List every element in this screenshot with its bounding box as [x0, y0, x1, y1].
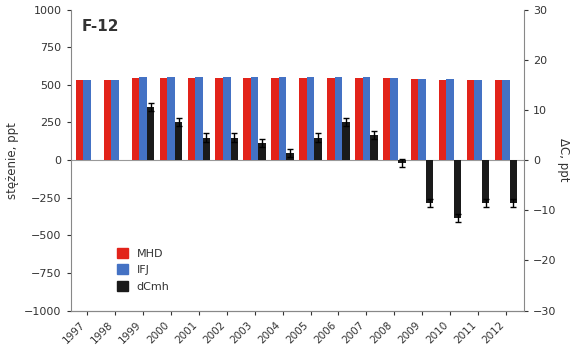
- Bar: [203, 138, 210, 160]
- Bar: [160, 78, 167, 160]
- Bar: [271, 78, 279, 160]
- Bar: [307, 77, 314, 160]
- Y-axis label: stężenie, ppt: stężenie, ppt: [6, 122, 18, 199]
- Bar: [482, 160, 489, 203]
- Bar: [111, 80, 119, 160]
- Bar: [355, 78, 362, 160]
- Bar: [495, 80, 502, 160]
- Bar: [474, 80, 482, 160]
- Bar: [223, 77, 230, 160]
- Bar: [251, 77, 259, 160]
- Bar: [167, 77, 175, 160]
- Legend: MHD, IFJ, dCmh: MHD, IFJ, dCmh: [112, 244, 174, 296]
- Bar: [502, 80, 510, 160]
- Bar: [383, 78, 391, 160]
- Bar: [370, 135, 378, 160]
- Bar: [175, 122, 182, 160]
- Bar: [299, 78, 307, 160]
- Bar: [327, 78, 335, 160]
- Bar: [454, 160, 461, 218]
- Bar: [76, 80, 84, 160]
- Bar: [147, 107, 154, 160]
- Bar: [439, 80, 446, 160]
- Bar: [139, 77, 147, 160]
- Bar: [84, 80, 91, 160]
- Y-axis label: ΔC, ppt: ΔC, ppt: [558, 138, 570, 182]
- Bar: [467, 80, 474, 160]
- Bar: [391, 78, 398, 160]
- Bar: [446, 79, 454, 160]
- Bar: [188, 78, 195, 160]
- Bar: [286, 153, 294, 160]
- Bar: [418, 79, 426, 160]
- Bar: [230, 138, 238, 160]
- Bar: [426, 160, 434, 203]
- Bar: [411, 79, 418, 160]
- Bar: [259, 143, 266, 160]
- Bar: [132, 78, 139, 160]
- Text: F-12: F-12: [82, 19, 119, 34]
- Bar: [342, 122, 350, 160]
- Bar: [104, 80, 111, 160]
- Bar: [195, 77, 203, 160]
- Bar: [510, 160, 517, 203]
- Bar: [335, 77, 342, 160]
- Bar: [244, 78, 251, 160]
- Bar: [362, 77, 370, 160]
- Bar: [215, 78, 223, 160]
- Bar: [398, 160, 406, 163]
- Bar: [314, 138, 322, 160]
- Bar: [279, 77, 286, 160]
